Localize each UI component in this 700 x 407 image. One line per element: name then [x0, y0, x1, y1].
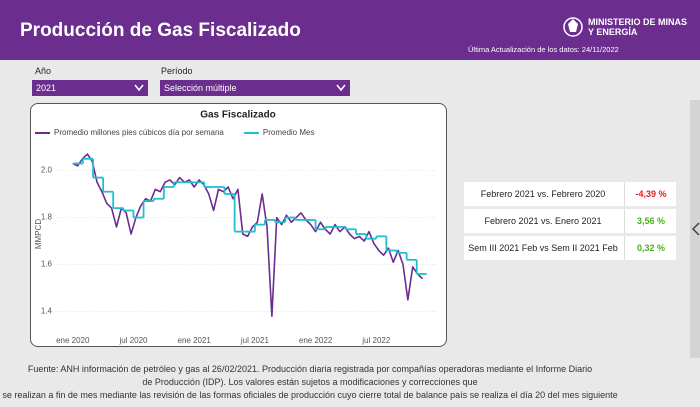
x-tick-label: ene 2020 [56, 336, 90, 345]
x-tick-label: jul 2020 [118, 336, 148, 345]
x-tick-label: ene 2022 [299, 336, 333, 345]
comparison-row: Febrero 2021 vs. Enero 2021 3,56 % [464, 209, 676, 233]
comparison-row: Sem III 2021 Feb vs Sem II 2021 Feb 0,32 … [464, 236, 676, 260]
logo-text: MINISTERIO DE MINAS [588, 17, 688, 27]
chart-title: Gas Fiscalizado [200, 110, 276, 121]
y-tick-label: 1.8 [41, 213, 53, 222]
header [0, 0, 700, 60]
comparison-label: Febrero 2021 vs. Enero 2021 [484, 216, 602, 226]
collapse-arrow[interactable] [691, 222, 700, 236]
logo: MINISTERIO DE MINAS Y ENERGÍA [588, 17, 687, 37]
chevron [336, 84, 346, 92]
x-tick-label: ene 2021 [178, 336, 212, 345]
dropdown-value: 2021 [36, 83, 57, 93]
dropdown-value: Selección múltiple [164, 83, 237, 93]
filter-label: Año [35, 66, 52, 76]
comparison-label: Sem III 2021 Feb vs Sem II 2021 Feb [468, 243, 618, 253]
update-note: Última Actualización de los datos: 24/11… [468, 45, 619, 54]
y-axis-label: MMPCD [34, 219, 43, 249]
legend-label: Promedio Mes [263, 128, 315, 137]
comparison-value: -4,39 % [624, 182, 677, 206]
logo-emblem [563, 17, 583, 37]
scrollbar[interactable] [690, 100, 700, 358]
comparison-value: 0,32 % [624, 236, 677, 260]
y-tick-label: 1.4 [41, 307, 53, 316]
period-dropdown[interactable]: Selección múltiple [160, 80, 350, 96]
x-tick-label: jul 2021 [240, 336, 270, 345]
y-tick-label: 2.0 [41, 166, 53, 175]
footer-text: Fuente: ANH información de petróleo y ga… [27, 364, 593, 374]
comparison-row: Febrero 2021 vs. Febrero 2020 -4,39 % [464, 182, 676, 206]
filter-label: Período [161, 66, 193, 76]
logo-text: Y ENERGÍA [588, 27, 638, 37]
chart: Gas Fiscalizado MMPCD 2.0 1.8 1.6 1.4 ene 20… [34, 110, 437, 345]
page-title: Producción de Gas Fiscalizado [20, 20, 301, 41]
comparison-label: Febrero 2021 vs. Febrero 2020 [480, 189, 606, 199]
year-dropdown[interactable]: 2021 [32, 80, 148, 96]
footer-text: de Producción (IDP). Los valores están s… [142, 377, 478, 387]
chevron [134, 84, 144, 92]
legend-label: Promedio millones pies cúbicos día por s… [54, 128, 224, 137]
chart-card [30, 103, 447, 347]
weekly-line [72, 153, 423, 318]
comparison-value: 3,56 % [624, 209, 677, 233]
y-tick-label: 1.6 [41, 260, 53, 269]
x-tick-label: jul 2022 [361, 336, 391, 345]
footer-text: se realizan a fin de mes mediante las re… [2, 390, 618, 400]
